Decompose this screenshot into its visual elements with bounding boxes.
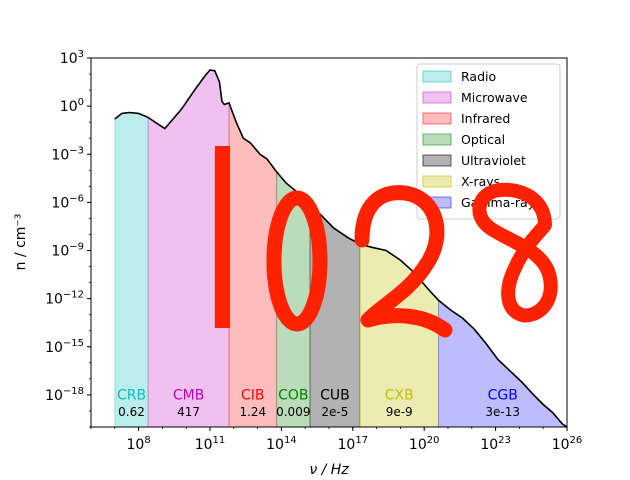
y-tick-label: 103: [60, 49, 84, 67]
x-axis-label: ν / Hz: [309, 462, 349, 478]
band-fills: [114, 69, 569, 428]
legend-swatch-cob: [422, 133, 452, 146]
band-value-crb: 0.62: [118, 405, 145, 419]
band-value-cxb: 9e-9: [386, 405, 413, 419]
y-axis-label: n / cm⁻³: [13, 214, 29, 271]
band-label-cub: CUB: [320, 388, 350, 404]
y-tick-label: 10−6: [51, 193, 84, 211]
x-tick-label: 1011: [195, 435, 226, 453]
band-label-cob: COB: [278, 388, 308, 404]
band-label-cib: CIB: [241, 388, 265, 404]
legend-swatch-cxb: [422, 175, 452, 188]
x-axis-ticks: 108 1011 1014 1017 1020 1023 1026: [90, 427, 583, 453]
x-tick-label: 1017: [338, 435, 369, 453]
x-tick-label: 1020: [409, 435, 440, 453]
band-value-cob: 0.009: [276, 405, 310, 419]
overlay-digit-0: [266, 190, 328, 332]
x-tick-label: 1023: [480, 435, 511, 453]
y-tick-label: 100: [60, 97, 84, 115]
band-value-cub: 2e-5: [321, 405, 348, 419]
legend-entry-cib: Infrared: [461, 111, 510, 126]
y-tick-label: 10−3: [51, 145, 84, 163]
overlay-digit-1: [215, 146, 230, 328]
legend-swatch-cib: [422, 112, 452, 125]
legend-entry-cmb: Microwave: [461, 90, 528, 105]
y-tick-label: 10−18: [45, 386, 84, 404]
overlay-digit-8: [472, 182, 558, 323]
legend-swatch-cub: [422, 154, 452, 167]
legend-swatch-crb: [422, 70, 452, 83]
legend-entry-cub: Ultraviolet: [461, 153, 526, 168]
band-value-cib: 1.24: [239, 405, 266, 419]
x-tick-label: 1014: [266, 435, 297, 453]
overlay-digit-2: [354, 185, 453, 338]
band-label-crb: CRB: [117, 388, 146, 404]
band-label-cmb: CMB: [173, 388, 204, 404]
x-tick-label: 108: [126, 435, 150, 453]
band-label-cgb: CGB: [488, 388, 518, 404]
band-crb: [114, 111, 149, 428]
legend-entry-cob: Optical: [461, 132, 505, 147]
band-value-cgb: 3e-13: [485, 405, 520, 419]
y-tick-label: 10−9: [51, 242, 84, 260]
legend-swatch-cmb: [422, 91, 452, 104]
x-tick-label: 1026: [552, 435, 583, 453]
band-value-cmb: 417: [177, 405, 200, 419]
legend-entry-crb: Radio: [461, 69, 496, 84]
y-tick-label: 10−12: [45, 290, 84, 308]
y-axis-ticks: 103 100 10−3 10−6 10−9 10−12 10−15 10−18: [45, 49, 91, 428]
band-label-cxb: CXB: [385, 388, 414, 404]
handwritten-overlay: [215, 146, 558, 338]
y-tick-label: 10−15: [45, 338, 84, 356]
